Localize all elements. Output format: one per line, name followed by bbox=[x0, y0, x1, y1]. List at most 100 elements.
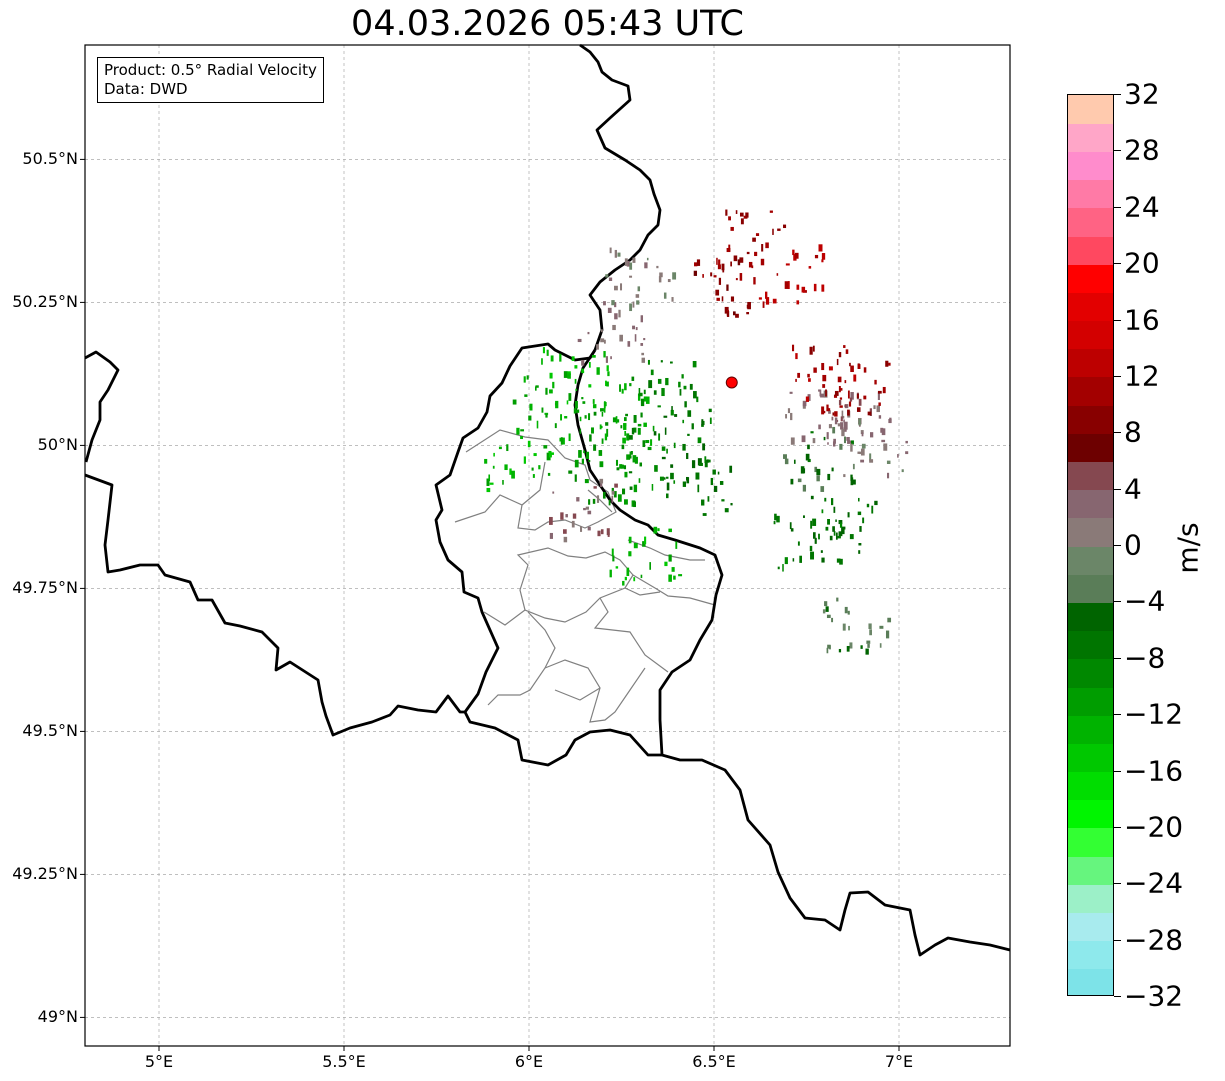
velocity-echo bbox=[802, 515, 805, 518]
velocity-echo bbox=[716, 297, 720, 301]
velocity-echo bbox=[641, 352, 645, 356]
velocity-echo bbox=[816, 475, 820, 482]
velocity-echo bbox=[726, 284, 729, 291]
velocity-echo bbox=[659, 476, 664, 481]
velocity-echo bbox=[563, 536, 568, 543]
velocity-echo bbox=[666, 476, 669, 479]
velocity-echo bbox=[562, 437, 565, 445]
velocity-echo bbox=[669, 361, 673, 364]
velocity-echo bbox=[801, 435, 806, 443]
velocity-echo bbox=[687, 433, 690, 436]
velocity-echo bbox=[832, 441, 836, 447]
velocity-echo bbox=[774, 513, 777, 521]
velocity-echo bbox=[861, 432, 864, 437]
velocity-echo bbox=[638, 387, 641, 396]
velocity-echo bbox=[665, 377, 669, 386]
velocity-echo bbox=[658, 276, 662, 283]
velocity-echo bbox=[834, 417, 838, 425]
colorbar-segment bbox=[1068, 320, 1113, 350]
velocity-echo bbox=[746, 312, 750, 315]
district-border bbox=[554, 687, 601, 701]
colorbar-tick bbox=[1114, 657, 1121, 659]
velocity-echo bbox=[705, 460, 708, 464]
velocity-echo bbox=[837, 423, 841, 427]
velocity-echo bbox=[663, 477, 666, 480]
colorbar-tick-label: −12 bbox=[1124, 697, 1184, 731]
velocity-echo bbox=[783, 454, 787, 459]
velocity-echo bbox=[839, 558, 843, 565]
velocity-echo bbox=[885, 360, 889, 367]
velocity-echo bbox=[792, 249, 795, 256]
velocity-echo bbox=[639, 392, 643, 397]
velocity-echo bbox=[818, 533, 820, 540]
velocity-echo bbox=[633, 427, 637, 433]
velocity-echo bbox=[707, 496, 710, 502]
velocity-echo bbox=[813, 367, 817, 373]
colorbar-segment bbox=[1068, 799, 1113, 829]
velocity-echo bbox=[548, 452, 552, 458]
velocity-echo bbox=[640, 574, 643, 579]
velocity-echo bbox=[673, 575, 676, 580]
velocity-echo bbox=[498, 446, 502, 450]
velocity-echo bbox=[629, 486, 633, 490]
colorbar-tick-label: 32 bbox=[1124, 77, 1160, 111]
velocity-echo bbox=[679, 388, 682, 396]
velocity-echo bbox=[822, 609, 826, 614]
velocity-echo bbox=[599, 478, 604, 484]
velocity-echo bbox=[791, 344, 795, 352]
velocity-echo bbox=[835, 519, 837, 522]
velocity-echo bbox=[524, 394, 528, 397]
velocity-echo bbox=[800, 466, 805, 474]
velocity-echo bbox=[901, 469, 904, 473]
velocity-echo bbox=[843, 474, 846, 478]
velocity-echo bbox=[554, 423, 557, 429]
velocity-echo bbox=[816, 468, 821, 476]
velocity-echo bbox=[814, 254, 819, 259]
velocity-echo bbox=[827, 519, 830, 525]
y-tick-label: 49.5°N bbox=[22, 721, 78, 741]
colorbar-tick-label: 16 bbox=[1124, 303, 1160, 336]
velocity-echo bbox=[712, 469, 716, 475]
velocity-echo bbox=[541, 358, 543, 365]
velocity-echo bbox=[835, 532, 838, 540]
velocity-echo bbox=[850, 440, 854, 445]
velocity-echo bbox=[828, 410, 831, 414]
velocity-echo bbox=[706, 459, 709, 463]
velocity-echo bbox=[664, 561, 668, 567]
velocity-echo bbox=[489, 482, 494, 485]
velocity-echo bbox=[837, 376, 842, 383]
velocity-echo bbox=[793, 459, 796, 464]
velocity-echo bbox=[765, 297, 770, 305]
velocity-echo bbox=[560, 414, 563, 421]
velocity-echo bbox=[603, 339, 606, 344]
velocity-echo bbox=[739, 257, 744, 263]
velocity-echo bbox=[609, 247, 612, 254]
velocity-echo bbox=[812, 518, 817, 526]
velocity-echo bbox=[809, 545, 813, 552]
velocity-echo bbox=[608, 277, 613, 281]
velocity-echo bbox=[578, 450, 582, 458]
velocity-echo bbox=[648, 380, 653, 389]
velocity-echo bbox=[629, 455, 632, 459]
velocity-echo bbox=[621, 444, 625, 450]
velocity-echo bbox=[807, 444, 810, 450]
colorbar-segment bbox=[1068, 602, 1113, 632]
border-lu-fr bbox=[463, 711, 662, 767]
velocity-echo bbox=[611, 487, 614, 493]
velocity-echo bbox=[797, 478, 802, 483]
velocity-echo bbox=[821, 259, 824, 263]
velocity-echo bbox=[850, 477, 854, 486]
velocity-echo bbox=[632, 455, 637, 463]
velocity-echo bbox=[536, 420, 539, 429]
velocity-echo bbox=[821, 557, 825, 563]
velocity-echo bbox=[549, 389, 553, 394]
velocity-echo bbox=[857, 364, 861, 369]
colorbar-segment bbox=[1068, 686, 1113, 716]
velocity-echo bbox=[810, 431, 814, 434]
velocity-echo bbox=[853, 374, 857, 382]
colorbar-tick-label: −32 bbox=[1124, 979, 1184, 1013]
velocity-echo bbox=[493, 452, 495, 457]
velocity-echo bbox=[614, 249, 618, 258]
velocity-echo bbox=[636, 300, 640, 305]
velocity-echo bbox=[808, 266, 812, 269]
